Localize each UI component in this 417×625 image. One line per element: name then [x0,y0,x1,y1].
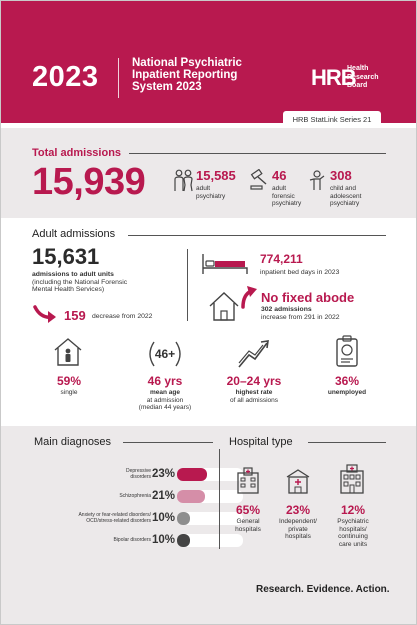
series-label: HRB StatLink Series 21 [283,111,381,128]
general-hospitals-value: 65% [235,503,261,517]
private-hospitals-value: 23% [285,503,311,517]
adult-admissions-desc: admissions to adult units (including the… [32,271,128,293]
diagnosis-bar [177,490,205,503]
people-icon [174,169,193,192]
header-divider [118,58,119,98]
forensic-psychiatry-value: 46 [272,168,287,183]
diagnosis-row: Schizophrenia 21% [31,489,243,505]
adult-psychiatry-value: 15,585 [196,168,236,183]
forensic-psychiatry-label: adult forensic psychiatry [272,185,302,207]
mean-age-label: mean age at admission (median 44 years) [138,389,192,411]
diagnosis-row: Bipolar disorders 10% [31,533,243,549]
diagnosis-track [177,512,243,525]
logo-text: Health Research Board [347,65,379,89]
age-46-plus-icon: 46+ [149,341,181,367]
section-rule [129,153,386,154]
private-hospitals-label: Independent/ private hospitals [279,518,317,540]
diagnosis-bar [177,468,207,481]
header-banner: 2023 National Psychiatric Inpatient Repo… [1,1,416,128]
hospital-icon [237,467,259,494]
child-adolescent-value: 308 [330,168,352,183]
mean-age-value: 46 yrs [147,374,183,388]
no-fixed-abode-desc: 302 admissions increase from 291 in 2022 [261,306,340,321]
diagnosis-row: Anxiety or fear-related disorders/OCD/st… [31,511,243,527]
psychiatric-hospitals-label: Psychiatric hospitals/ continuing care u… [337,518,369,548]
total-admissions-heading: Total admissions [32,147,122,159]
adult-admissions-heading: Adult admissions [32,228,116,240]
trend-up-icon [238,340,269,368]
child-icon [309,170,325,190]
unemployed-label: unemployed [327,389,367,396]
diagnosis-pct: 10% [152,512,176,524]
highest-rate-label: highest rate of all admissions [229,389,279,404]
diagnosis-pct: 10% [152,534,176,546]
general-hospitals-label: General hospitals [235,518,261,533]
decrease-value: 159 [64,308,86,323]
child-adolescent-label: child and adolescent psychiatry [330,185,362,207]
bed-days-value: 774,211 [260,252,303,266]
house-icon [209,292,239,321]
report-title: National Psychiatric Inpatient Reporting… [132,57,242,93]
single-label: single [60,389,78,396]
vertical-divider [219,449,220,549]
diagnosis-pct: 23% [152,468,176,480]
bottom-band [1,426,416,624]
diagnosis-track [177,534,243,547]
private-hospital-icon [286,469,310,494]
section-rule [308,442,386,443]
logo-mark: HRB [311,65,357,90]
highest-rate-value: 20–24 yrs [226,374,282,388]
section-rule [128,235,386,236]
diagnosis-pct: 21% [152,490,176,502]
arrow-up-icon [241,286,257,309]
psychiatric-hospitals-value: 12% [340,503,366,517]
total-admissions-value: 15,939 [32,161,146,203]
hrb-logo: HRB Health Research Board [311,65,383,95]
tagline: Research. Evidence. Action. [256,584,390,595]
decrease-label: decrease from 2022 [92,313,153,320]
bed-icon [202,254,248,274]
adult-admissions-value: 15,631 [32,244,100,269]
unemployed-value: 36% [334,374,360,388]
main-diagnoses-heading: Main diagnoses [34,436,112,448]
hospital-type-heading: Hospital type [229,436,293,448]
arrow-down-icon [33,305,56,323]
no-fixed-abode-heading: No fixed abode [261,290,355,305]
gavel-icon [250,169,267,190]
vertical-divider [187,249,188,321]
bed-days-label: inpatient bed days in 2023 [260,269,340,276]
adult-psychiatry-label: adult psychiatry [196,185,226,200]
total-admissions-band [1,128,416,218]
section-rule [123,442,213,443]
diagnosis-bar [177,512,190,525]
report-year: 2023 [32,61,99,93]
psychiatric-hospital-icon [340,464,364,494]
id-badge-icon [336,335,358,367]
single-value: 59% [56,374,82,388]
house-person-icon [54,338,82,366]
diagnosis-bar [177,534,190,547]
svg-text:46+: 46+ [155,347,175,361]
diagnosis-row: Depressive disorders 23% [31,467,243,483]
